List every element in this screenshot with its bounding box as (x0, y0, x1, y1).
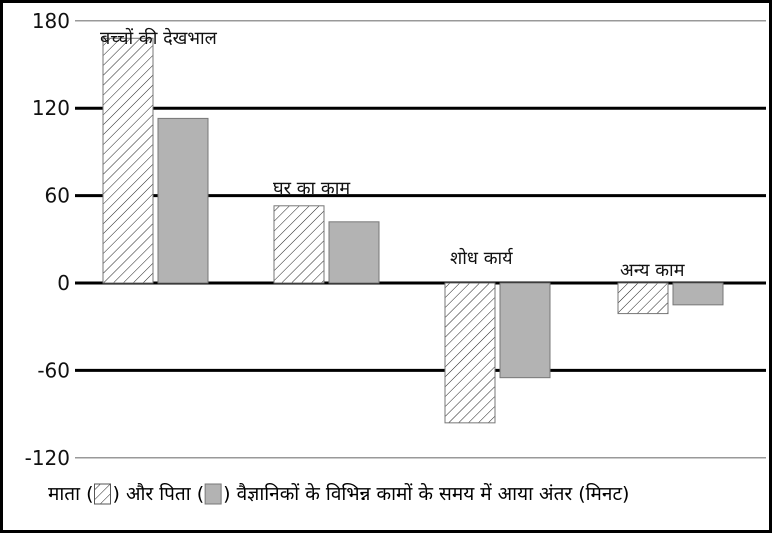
y-tick-label: -60 (37, 358, 70, 382)
category-label: घर का काम (273, 178, 351, 199)
y-tick-label: 0 (57, 271, 70, 295)
bar-mother (444, 282, 496, 424)
category-label: बच्चों की देखभाल (100, 27, 218, 49)
caption: माता ( ) और पिता ( ) वैज्ञानिकों के विभिन… (48, 482, 629, 505)
category-label: अन्य काम (620, 260, 686, 281)
bar-father (672, 282, 724, 306)
bar-father (328, 221, 380, 284)
y-tick-label: 60 (45, 184, 70, 208)
legend-swatch-father (204, 483, 222, 505)
caption-part2: ) और पिता ( (113, 482, 205, 505)
legend-swatch-mother (94, 483, 111, 505)
y-tick-label: -120 (25, 446, 70, 470)
caption-part3: ) वैज्ञानिकों के विभिन्न कामों के समय मे… (223, 482, 629, 505)
bar-mother (102, 37, 154, 284)
caption-part1: माता ( (48, 483, 94, 505)
y-tick-label: 120 (32, 96, 70, 120)
bar-father (157, 117, 209, 284)
bar-mother (273, 205, 325, 284)
category-label: शोध कार्य (450, 247, 514, 269)
bar-father (499, 282, 551, 379)
y-tick-label: 180 (32, 9, 70, 33)
bar-mother (617, 282, 669, 315)
